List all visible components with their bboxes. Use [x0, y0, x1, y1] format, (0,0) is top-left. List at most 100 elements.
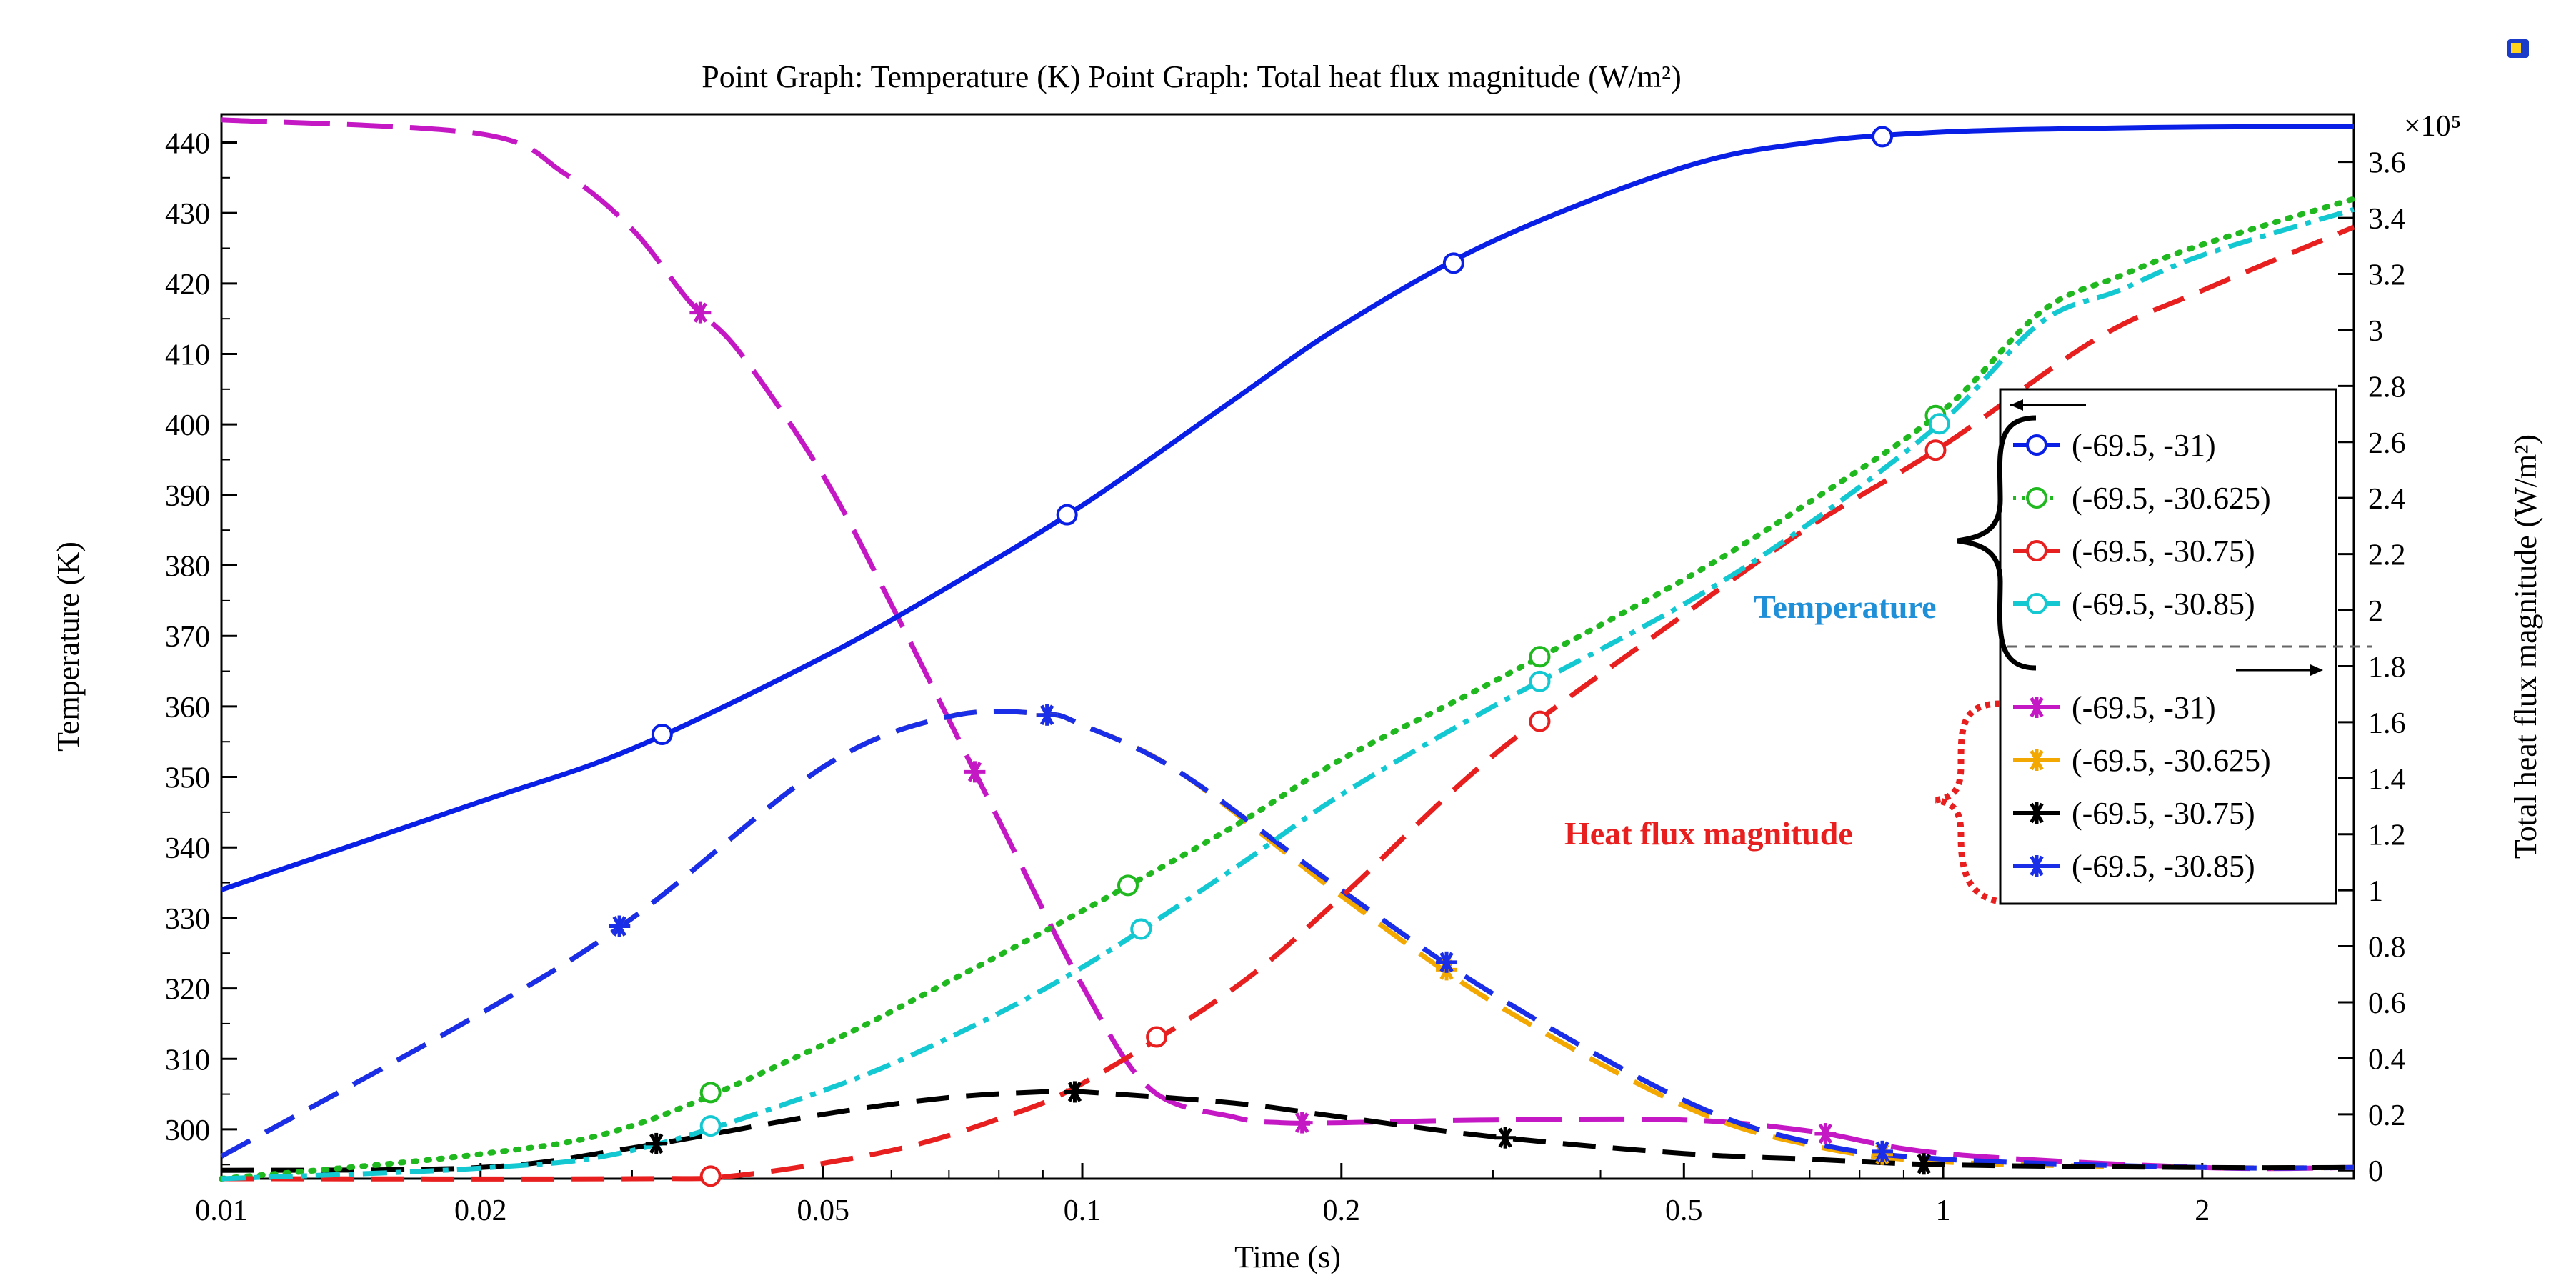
- window-icon[interactable]: [2507, 39, 2529, 58]
- legend-marker-0: [2026, 434, 2047, 456]
- legend-label-0: (-69.5, -31): [2072, 428, 2216, 463]
- y2-tick-label: 2.2: [2368, 539, 2406, 572]
- legend-label-2: (-69.5, -30.75): [2072, 534, 2255, 569]
- y-tick-label: 330: [165, 903, 210, 936]
- legend-marker-4: [2026, 697, 2047, 718]
- y2-tick-label: 0.4: [2368, 1043, 2406, 1076]
- x-tick-label: 0.5: [1665, 1194, 1703, 1227]
- series-marker-7-0: [609, 915, 631, 937]
- y-tick-label: 390: [165, 480, 210, 513]
- legend-marker-6: [2026, 802, 2047, 824]
- legend-marker-1: [2026, 487, 2047, 509]
- y2-multiplier: ×10⁵: [2404, 110, 2461, 143]
- series-marker-3-3: [1928, 413, 1950, 435]
- y2-tick-label: 2.6: [2368, 427, 2406, 460]
- y2-tick-label: 0.6: [2368, 987, 2406, 1020]
- legend-label-4: (-69.5, -31): [2072, 690, 2216, 725]
- series-marker-4-3: [1814, 1123, 1837, 1145]
- y2-tick-label: 1.6: [2368, 707, 2406, 740]
- x-axis-label: Time (s): [1234, 1239, 1341, 1274]
- y-tick-label: 320: [165, 974, 210, 1007]
- temperature-annotation: Temperature: [1754, 589, 1937, 625]
- series-marker-4-1: [964, 761, 986, 783]
- y-tick-label: 310: [165, 1044, 210, 1077]
- series-marker-3-0: [699, 1115, 722, 1137]
- series-marker-0-2: [1442, 252, 1464, 274]
- y-tick-label: 400: [165, 409, 210, 442]
- x-tick-label: 0.2: [1323, 1194, 1361, 1227]
- y-tick-label: 420: [165, 269, 210, 301]
- series-line-0: [220, 124, 2355, 892]
- y-tick-label: 380: [165, 551, 210, 584]
- legend-label-1: (-69.5, -30.625): [2072, 481, 2271, 516]
- series-line-1: [219, 196, 2357, 1182]
- legend-marker-5: [2026, 749, 2047, 771]
- y2-tick-label: 2.4: [2368, 483, 2406, 516]
- series-marker-6-0: [645, 1132, 667, 1154]
- y2-tick-label: 3.2: [2368, 259, 2406, 292]
- y-tick-label: 410: [165, 339, 210, 371]
- series-marker-0-0: [651, 723, 673, 745]
- x-tick-label: 2: [2195, 1194, 2210, 1227]
- y-tick-label: 340: [165, 832, 210, 865]
- legend-label-5: (-69.5, -30.625): [2072, 743, 2271, 778]
- series-marker-1-1: [1117, 874, 1139, 897]
- temperature-brace: [1957, 415, 2037, 671]
- legend-marker-3: [2026, 593, 2047, 614]
- y2-axis-label: Total heat flux magnitude (W/m²): [2508, 434, 2543, 859]
- y2-tick-label: 1.2: [2368, 819, 2406, 852]
- series-marker-2-2: [1529, 710, 1551, 732]
- y2-tick-label: 2.8: [2368, 371, 2406, 404]
- heatflux-annotation: Heat flux magnitude: [1564, 815, 1853, 852]
- y-axis-label: Temperature (K): [51, 541, 86, 752]
- y2-tick-label: 2: [2368, 595, 2383, 628]
- legend-right-arrowhead: [2310, 664, 2323, 676]
- series-marker-2-0: [699, 1165, 722, 1187]
- legend-label-3: (-69.5, -30.85): [2072, 586, 2255, 621]
- y2-tick-label: 1.8: [2368, 651, 2406, 684]
- y-tick-label: 370: [165, 621, 210, 654]
- series-marker-4-2: [1291, 1112, 1313, 1134]
- x-tick-label: 0.02: [454, 1194, 507, 1227]
- series-marker-0-1: [1056, 504, 1078, 526]
- y-tick-label: 430: [165, 198, 210, 231]
- y2-tick-label: 3.4: [2368, 203, 2406, 236]
- legend-label-7: (-69.5, -30.85): [2072, 849, 2255, 884]
- series-marker-7-2: [1436, 951, 1458, 973]
- series-marker-4-0: [689, 301, 712, 324]
- y2-tick-label: 0: [2368, 1155, 2383, 1188]
- x-tick-label: 1: [1936, 1194, 1951, 1227]
- legend-marker-7: [2026, 855, 2047, 877]
- series-marker-2-1: [1146, 1026, 1168, 1048]
- y-tick-label: 350: [165, 762, 210, 795]
- series-line-2: [221, 224, 2355, 1182]
- series-marker-2-3: [1924, 439, 1947, 461]
- series-marker-1-2: [1529, 646, 1551, 668]
- y-tick-label: 300: [165, 1114, 210, 1147]
- y2-tick-label: 3.6: [2368, 147, 2406, 180]
- y-tick-label: 440: [165, 127, 210, 160]
- chart-title: Point Graph: Temperature (K) Point Graph…: [702, 59, 1682, 94]
- x-tick-label: 0.05: [797, 1194, 850, 1227]
- y2-tick-label: 0.2: [2368, 1099, 2406, 1132]
- series-marker-3-2: [1529, 670, 1551, 692]
- x-tick-label: 0.01: [195, 1194, 248, 1227]
- y2-tick-label: 1.4: [2368, 763, 2406, 796]
- y-tick-label: 360: [165, 692, 210, 724]
- series-marker-7-1: [1036, 704, 1058, 726]
- legend-label-6: (-69.5, -30.75): [2072, 796, 2255, 831]
- legend-left-arrowhead: [2010, 399, 2023, 411]
- y2-tick-label: 3: [2368, 315, 2383, 348]
- series-marker-1-0: [699, 1082, 722, 1104]
- y2-tick-label: 1: [2368, 875, 2383, 908]
- heatflux-brace: [1935, 700, 2001, 905]
- x-tick-label: 0.1: [1064, 1194, 1102, 1227]
- series-line-4: [221, 117, 2355, 1172]
- series-marker-7-3: [1872, 1140, 1894, 1162]
- y2-tick-label: 0.8: [2368, 932, 2406, 964]
- series-marker-6-1: [1064, 1081, 1086, 1103]
- series-marker-6-2: [1494, 1127, 1517, 1149]
- legend-marker-2: [2026, 540, 2047, 561]
- series-marker-0-3: [1872, 126, 1894, 148]
